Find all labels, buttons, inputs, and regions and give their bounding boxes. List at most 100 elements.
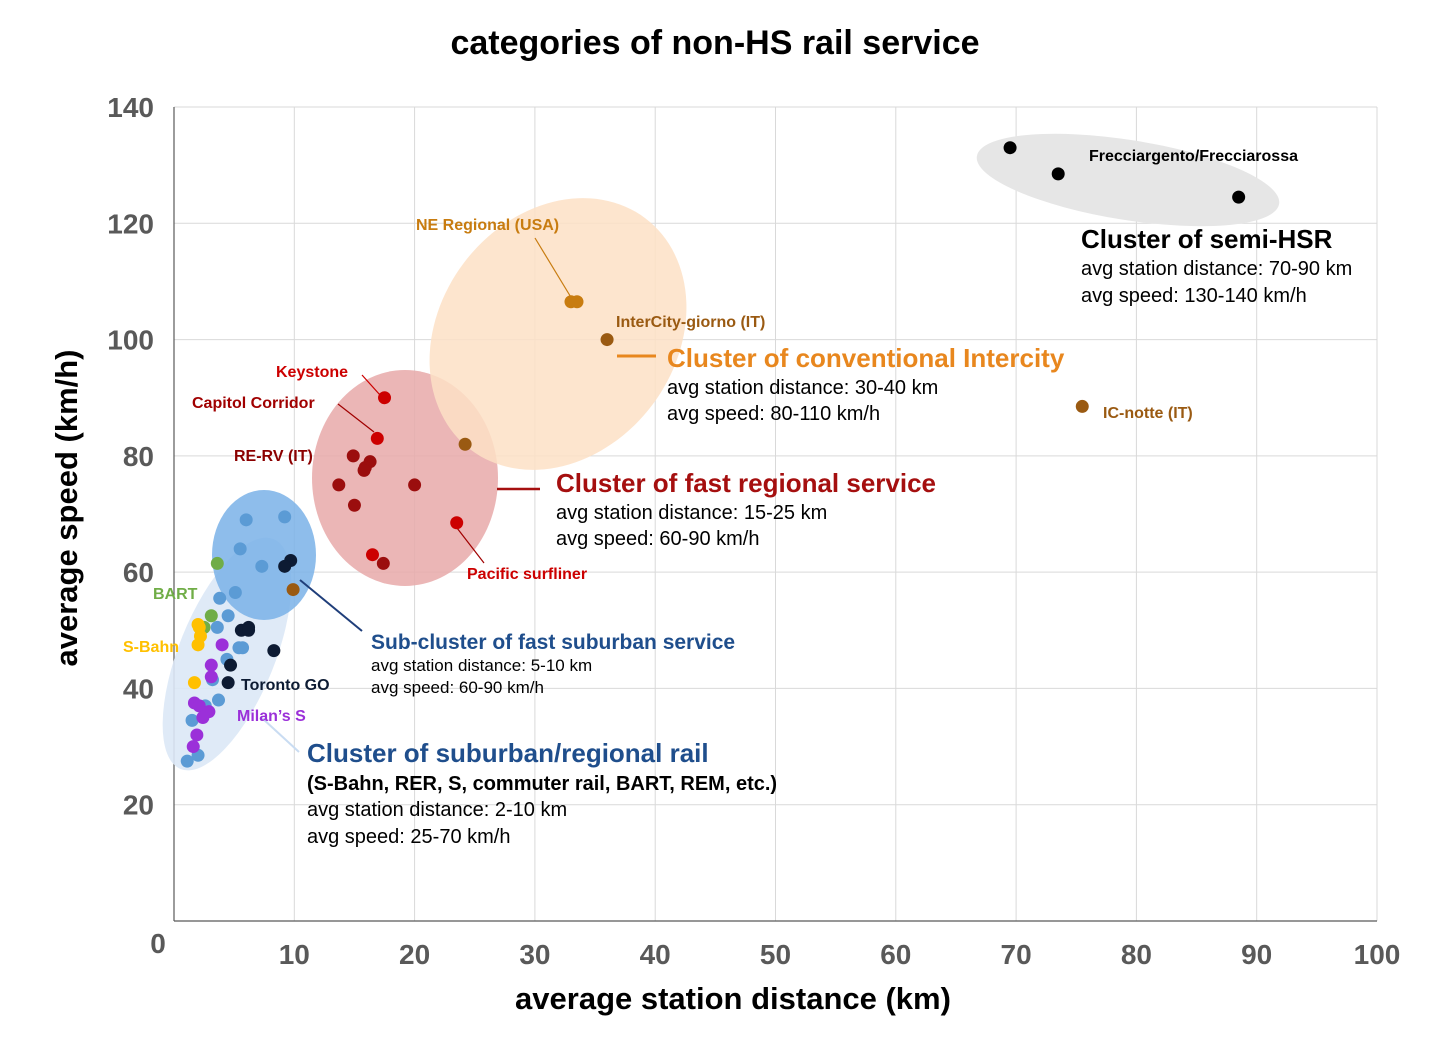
data-point	[187, 676, 201, 690]
data-point	[278, 510, 292, 524]
series	[365, 391, 464, 562]
cluster-regions	[162, 133, 1280, 771]
data-point	[204, 670, 218, 684]
y-tick-label: 140	[107, 92, 154, 123]
annotation-subheading: (S-Bahn, RER, S, commuter rail, BART, RE…	[307, 773, 777, 795]
series	[186, 638, 229, 754]
y-tick-label: 20	[123, 790, 154, 821]
point-label-frecciargento: Frecciargento/Frecciarossa	[1089, 148, 1298, 165]
annotation-fast-regional: Cluster of fast regional service avg sta…	[556, 468, 936, 550]
data-point	[450, 516, 464, 530]
data-point	[255, 559, 269, 573]
tick-labels: 0 10 20 30 40 50 60 70 80 90 100 20 40 60 80 100 120 140	[107, 92, 1400, 970]
leader-line-keystone	[361, 374, 381, 396]
annotation-fast-suburban: Sub-cluster of fast suburban service avg…	[371, 631, 735, 697]
data-point	[186, 740, 200, 754]
data-point	[204, 658, 218, 672]
series	[332, 449, 422, 570]
x-tick-label: 30	[519, 939, 550, 970]
data-point	[192, 699, 206, 713]
data-point	[190, 728, 204, 742]
data-point	[278, 559, 292, 573]
data-point	[185, 713, 199, 727]
point-label-milans-s: Milan’s S	[237, 708, 306, 725]
data-point	[210, 556, 224, 570]
x-tick-label: 50	[760, 939, 791, 970]
data-point	[1075, 399, 1089, 413]
point-label-toronto-go: Toronto GO	[241, 677, 330, 694]
data-point	[221, 676, 235, 690]
annotation-line: avg speed: 80-110 km/h	[667, 403, 880, 425]
data-point	[357, 463, 371, 477]
annotation-semi-hsr: Cluster of semi-HSR avg station distance…	[1081, 224, 1352, 307]
data-point	[346, 449, 360, 463]
y-axis-title: average speed (km/h)	[49, 349, 84, 666]
data-point	[196, 711, 210, 724]
annotation-line: avg speed: 130-140 km/h	[1081, 285, 1307, 307]
data-point	[365, 548, 379, 562]
data-point	[236, 641, 250, 655]
series	[221, 554, 298, 690]
x-tick-label: 0	[150, 928, 166, 959]
data-point	[267, 644, 281, 658]
data-point	[570, 295, 584, 309]
data-point	[213, 591, 227, 605]
annotation-heading: Cluster of conventional Intercity	[667, 343, 1065, 373]
y-tick-label: 100	[107, 325, 154, 356]
y-tick-label: 120	[107, 208, 154, 239]
annotation-heading: Cluster of suburban/regional rail	[307, 738, 709, 768]
annotation-line: avg speed: 25-70 km/h	[307, 826, 510, 848]
annotation-heading: Cluster of semi-HSR	[1081, 224, 1333, 254]
series	[1003, 141, 1246, 204]
data-point	[228, 585, 242, 599]
leader-line-capitol-corridor	[337, 403, 375, 433]
point-label-pacific-surfliner: Pacific surfliner	[467, 566, 587, 583]
x-tick-label: 40	[640, 939, 671, 970]
data-point	[180, 754, 194, 768]
grid	[173, 106, 1378, 922]
leader-line-ne-regional	[534, 237, 573, 300]
leader-line-fast-suburban-cluster	[299, 579, 363, 632]
data-point	[210, 620, 224, 634]
point-label-ne-regional: NE Regional (USA)	[416, 217, 559, 234]
point-label-re-rv: RE-RV (IT)	[234, 448, 313, 465]
cluster-region-intercity	[429, 198, 687, 470]
series	[286, 333, 1089, 597]
data-point	[458, 437, 472, 451]
annotation-line: avg speed: 60-90 km/h	[371, 678, 544, 697]
data-point	[239, 513, 253, 527]
x-tick-label: 80	[1121, 939, 1152, 970]
annotation-conventional-intercity: Cluster of conventional Intercity avg st…	[667, 343, 1065, 425]
data-point	[347, 498, 361, 512]
data-point	[215, 638, 229, 652]
data-point	[600, 333, 614, 347]
annotation-line: avg speed: 60-90 km/h	[556, 528, 759, 550]
data-point	[191, 638, 205, 652]
y-tick-label: 40	[123, 673, 154, 704]
point-label-s-bahn: S-Bahn	[123, 639, 179, 656]
y-tick-label: 60	[123, 557, 154, 588]
point-label-capitol-corridor: Capitol Corridor	[192, 395, 315, 412]
data-point	[221, 609, 235, 623]
leader-line-suburban-cluster	[261, 717, 300, 753]
annotation-line: avg station distance: 15-25 km	[556, 502, 827, 524]
annotation-heading: Sub-cluster of fast suburban service	[371, 631, 735, 654]
data-point	[286, 583, 300, 597]
point-label-ic-notte: IC-notte (IT)	[1103, 405, 1193, 422]
annotation-line: avg station distance: 5-10 km	[371, 656, 592, 675]
x-tick-label: 100	[1354, 939, 1401, 970]
point-label-intercity-giorno: InterCity-giorno (IT)	[616, 314, 765, 331]
point-label-bart: BART	[153, 586, 198, 603]
data-point	[408, 478, 422, 492]
cluster-region-semi-hsr	[976, 133, 1280, 227]
leader-lines	[261, 237, 656, 753]
annotation-heading: Cluster of fast regional service	[556, 468, 936, 498]
annotation-line: avg station distance: 2-10 km	[307, 799, 567, 821]
series	[564, 295, 584, 309]
chart-title: categories of non-HS rail service	[450, 24, 979, 62]
data-points	[180, 141, 1246, 768]
data-point	[376, 556, 390, 570]
point-labels: Frecciargento/Frecciarossa NE Regional (…	[123, 148, 1298, 725]
x-tick-label: 20	[399, 939, 430, 970]
